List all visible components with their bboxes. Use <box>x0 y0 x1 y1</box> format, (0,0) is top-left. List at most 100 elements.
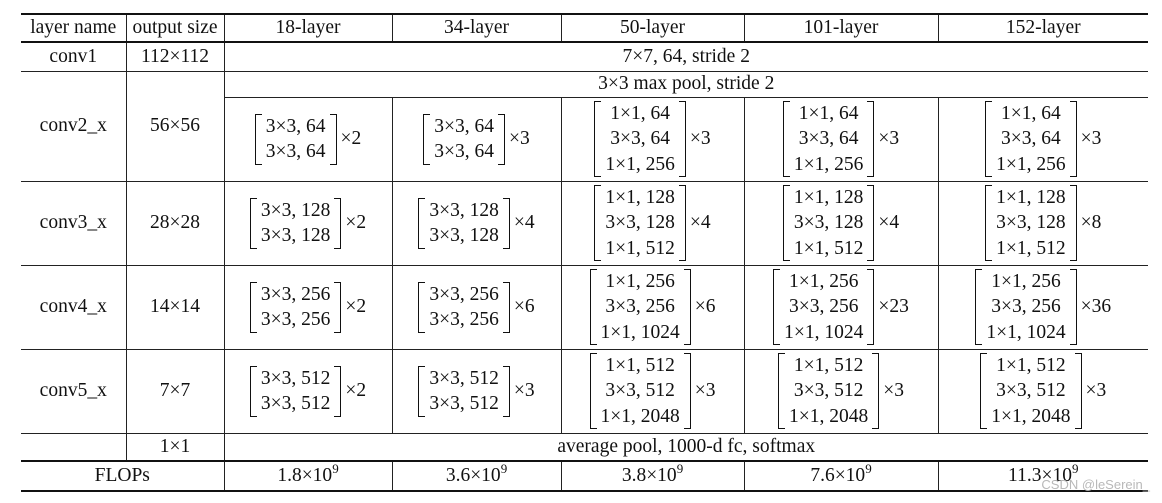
block-spec: 3×3, 512 3×3, 512 ×2 <box>225 365 392 417</box>
block-multiplier: ×36 <box>1080 296 1112 317</box>
max-pool-spec: 3×3 max pool, stride 2 <box>223 70 1148 98</box>
flops-base: 1.8×10 <box>277 465 333 486</box>
column-header: layer name <box>21 13 127 43</box>
output-size: 14×14 <box>125 264 225 350</box>
bracket-matrix: 3×3, 128 3×3, 128 <box>249 197 342 249</box>
flops-exponent: 9 <box>865 461 872 476</box>
flops-exponent: 9 <box>500 461 508 476</box>
block-line: 1×1, 1024 <box>600 321 680 343</box>
block-line: 3×3, 128 <box>605 212 675 234</box>
flops-value: 11.3×109 <box>937 460 1148 492</box>
block-cell: 1×1, 256 3×3, 256 1×1, 1024 ×36 <box>937 264 1148 350</box>
stage-row-conv3_x: conv3_x 28×28 3×3, 128 3×3, 128 ×2 3×3, 128 3×… <box>21 180 1149 266</box>
bracket-matrix: 3×3, 256 3×3, 256 <box>418 281 510 333</box>
block-line: 1×1, 256 <box>789 270 859 292</box>
bracket-matrix: 1×1, 128 3×3, 128 1×1, 512 <box>985 184 1077 262</box>
block-line: 3×3, 512 <box>996 380 1066 402</box>
block-cell: 3×3, 512 3×3, 512 ×2 <box>223 348 393 434</box>
block-line: 1×1, 1024 <box>986 321 1066 343</box>
flops-base: 3.8×10 <box>621 465 677 486</box>
block-line: 3×3, 512 <box>429 393 499 414</box>
block-cell: 1×1, 256 3×3, 256 1×1, 1024 ×6 <box>560 264 745 350</box>
flops-value: 1.8×109 <box>223 460 393 492</box>
block-line: 3×3, 256 <box>260 283 331 305</box>
block-spec: 1×1, 128 3×3, 128 1×1, 512 ×8 <box>939 184 1149 262</box>
block-multiplier: ×3 <box>694 380 716 401</box>
flops-value: 7.6×109 <box>743 460 939 492</box>
block-spec: 3×3, 128 3×3, 128 ×2 <box>225 197 392 249</box>
block-line: 1×1, 2048 <box>600 405 680 427</box>
bracket-matrix: 3×3, 512 3×3, 512 <box>418 365 510 417</box>
conv1-row: conv1 112×112 7×7, 64, stride 2 <box>21 41 1148 72</box>
block-multiplier: ×6 <box>513 296 535 317</box>
block-line: 1×1, 2048 <box>991 405 1071 427</box>
avgpool-row: 1×1 average pool, 1000-d fc, softmax <box>21 432 1148 462</box>
block-line: 1×1, 128 <box>605 186 675 208</box>
block-spec: 3×3, 64 3×3, 64 ×2 <box>225 113 392 165</box>
output-size: 112×112 <box>125 41 225 72</box>
block-line: 3×3, 128 <box>793 212 864 234</box>
block-line: 1×1, 512 <box>793 354 864 376</box>
block-line: 1×1, 512 <box>605 354 675 376</box>
block-line: 1×1, 256 <box>605 153 675 175</box>
block-spec: 1×1, 256 3×3, 256 1×1, 1024 ×6 <box>562 268 744 346</box>
stage-row-conv2_x: 3×3, 64 3×3, 64 ×2 3×3, 64 3×3, 64 ×3 1×1, 64 3… <box>21 96 1148 182</box>
block-spec: 1×1, 256 3×3, 256 1×1, 1024 ×23 <box>745 268 938 346</box>
block-spec: 1×1, 64 3×3, 64 1×1, 256 ×3 <box>562 100 744 178</box>
stage-row-conv5_x: conv5_x 7×7 3×3, 512 3×3, 512 ×2 3×3, 512 3×3,… <box>21 348 1148 434</box>
block-line: 1×1, 256 <box>991 270 1061 292</box>
bracket-matrix: 3×3, 128 3×3, 128 <box>418 197 510 249</box>
block-multiplier: ×23 <box>878 296 909 317</box>
bracket-matrix: 1×1, 256 3×3, 256 1×1, 1024 <box>589 268 691 346</box>
bracket-matrix: 3×3, 256 3×3, 256 <box>249 281 342 333</box>
block-line: 1×1, 64 <box>1001 102 1061 124</box>
block-spec: 1×1, 64 3×3, 64 1×1, 256 ×3 <box>745 100 938 178</box>
block-multiplier: ×3 <box>883 380 904 401</box>
column-header: output size <box>125 13 225 43</box>
block-multiplier: ×2 <box>345 212 367 233</box>
block-spec: 1×1, 512 3×3, 512 1×1, 2048 ×3 <box>562 352 744 430</box>
block-cell: 3×3, 256 3×3, 256 ×2 <box>223 264 393 350</box>
output-size: 1×1 <box>125 432 225 462</box>
output-size: 7×7 <box>125 348 225 434</box>
output-size: 28×28 <box>125 180 225 266</box>
block-line: 3×3, 256 <box>260 309 331 330</box>
layer-name: conv5_x <box>21 348 127 434</box>
block-cell: 1×1, 512 3×3, 512 1×1, 2048 ×3 <box>937 348 1148 434</box>
block-cell: 3×3, 256 3×3, 256 ×6 <box>391 264 562 350</box>
layer-name <box>21 432 127 462</box>
flops-value: 3.6×109 <box>391 460 562 492</box>
layer-name: conv3_x <box>21 180 127 266</box>
block-multiplier: ×3 <box>878 128 900 149</box>
block-line: 3×3, 512 <box>260 393 331 414</box>
flops-row: FLOPs 1.8×109 3.6×109 3.8×109 7.6×109 11.3×10… <box>21 460 1148 492</box>
block-cell: 1×1, 512 3×3, 512 1×1, 2048 ×3 <box>560 348 745 434</box>
resnet-architecture-table: layer name output size 18-layer 34-layer 50-… <box>21 13 1148 492</box>
block-line: 1×1, 64 <box>798 102 859 124</box>
block-line: 3×3, 512 <box>793 380 864 402</box>
block-line: 3×3, 64 <box>610 128 670 150</box>
conv1-spec: 7×7, 64, stride 2 <box>223 41 1148 72</box>
block-line: 3×3, 256 <box>605 296 675 318</box>
block-cell: 3×3, 512 3×3, 512 ×3 <box>391 348 562 434</box>
bracket-matrix: 1×1, 256 3×3, 256 1×1, 1024 <box>773 268 875 346</box>
block-line: 3×3, 512 <box>429 367 499 389</box>
block-spec: 3×3, 256 3×3, 256 ×2 <box>225 281 392 333</box>
bracket-matrix: 1×1, 256 3×3, 256 1×1, 1024 <box>975 268 1077 346</box>
flops-value: 3.8×109 <box>560 460 745 492</box>
block-line: 1×1, 128 <box>793 186 864 208</box>
block-line: 1×1, 2048 <box>789 405 869 427</box>
block-line: 1×1, 512 <box>605 237 675 259</box>
block-spec: 3×3, 128 3×3, 128 ×4 <box>393 197 561 249</box>
flops-base: 7.6×10 <box>810 465 866 486</box>
block-line: 3×3, 256 <box>991 296 1061 318</box>
block-cell: 1×1, 128 3×3, 128 1×1, 512 ×4 <box>560 180 745 266</box>
block-cell: 1×1, 64 3×3, 64 1×1, 256 ×3 <box>937 96 1148 182</box>
block-multiplier: ×6 <box>694 296 716 317</box>
block-line: 3×3, 512 <box>260 367 331 389</box>
block-cell: 3×3, 64 3×3, 64 ×2 <box>224 96 393 182</box>
block-line: 1×1, 512 <box>996 354 1066 376</box>
block-line: 1×1, 128 <box>996 186 1066 208</box>
block-line: 1×1, 256 <box>996 153 1066 175</box>
block-line: 3×3, 128 <box>429 225 499 246</box>
